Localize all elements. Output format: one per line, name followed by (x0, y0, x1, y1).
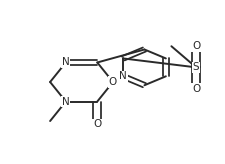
Text: O: O (108, 77, 117, 87)
Text: O: O (93, 119, 101, 129)
Text: O: O (191, 83, 199, 93)
Text: N: N (119, 71, 126, 81)
Text: O: O (191, 41, 199, 51)
Text: S: S (192, 62, 198, 72)
Text: N: N (62, 96, 69, 106)
Text: N: N (62, 58, 69, 68)
